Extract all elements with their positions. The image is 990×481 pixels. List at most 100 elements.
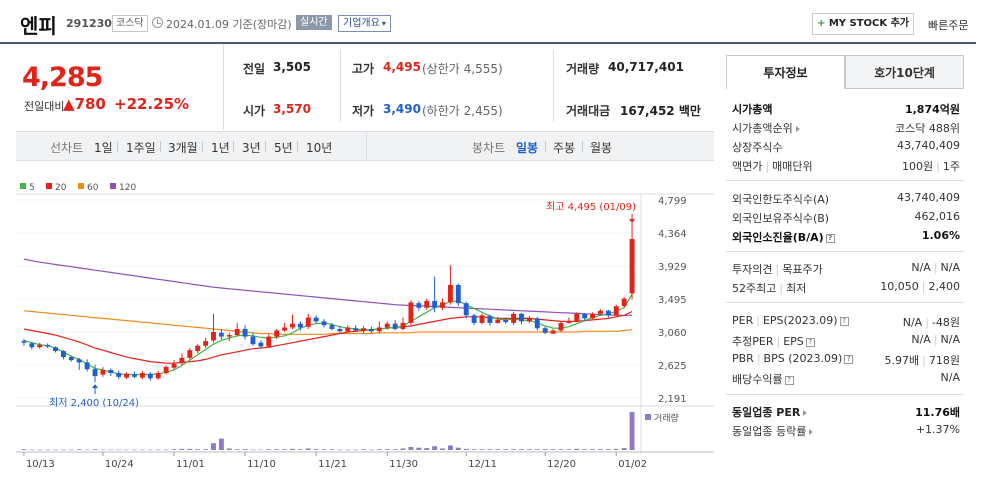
volume-bar: [455, 447, 461, 450]
candle: [155, 370, 161, 380]
candle-body: [45, 344, 51, 347]
mystock-add-label: MY STOCK 추가: [828, 18, 910, 29]
candle-body: [329, 325, 335, 329]
quick-order-link[interactable]: 빠른주문: [928, 19, 969, 32]
candle-body: [179, 357, 185, 364]
high-value: 4,495: [383, 60, 421, 74]
candle-body: [108, 369, 114, 374]
y-axis-labels: 4,799 4,364 3,929 3,495 3,060 2,625 2,191: [658, 196, 687, 405]
candle-body: [440, 302, 445, 308]
candle: [37, 342, 43, 349]
candle-body: [542, 328, 548, 333]
row-industry-rate[interactable]: 동일업종 등락률 +1.37%: [732, 423, 960, 438]
min-arrow-head: [92, 384, 99, 389]
candle: [76, 357, 82, 370]
legend-label: 60: [87, 183, 99, 193]
candle-body: [582, 313, 588, 319]
info-icon: ?: [784, 375, 794, 385]
stock-code: 291230: [66, 17, 112, 30]
candle: [582, 313, 588, 322]
stock-chart[interactable]: 5 20 60 120 거래량 4,799 4,364 3,929 3,495 3,060 2,…: [16, 162, 714, 477]
candle: [416, 300, 422, 311]
period-3y[interactable]: 3년: [242, 141, 261, 155]
volume-bar: [487, 449, 493, 450]
candle: [534, 316, 540, 331]
candle: [21, 338, 27, 346]
candle-daily[interactable]: 일봉: [516, 141, 539, 155]
change-amount: ▲780: [63, 95, 106, 113]
candle-body: [124, 373, 130, 378]
candles: [21, 223, 635, 383]
volume-bar: [566, 449, 572, 450]
volume-value: 40,717,401: [608, 60, 684, 74]
candle: [321, 319, 327, 328]
tab-hoga-10[interactable]: 호가10단계: [845, 55, 964, 89]
candle: [195, 344, 201, 354]
row-52w: 52주최고 | 최저 10,050 | 2,400: [732, 280, 960, 295]
candle: [479, 313, 485, 325]
candle: [511, 312, 517, 326]
candle-weekly[interactable]: 주봉: [553, 141, 576, 155]
volume-bar: [582, 449, 588, 450]
volume-bar: [511, 449, 517, 450]
tab-invest-info[interactable]: 투자정보: [726, 55, 845, 89]
candle-body: [424, 300, 430, 308]
candle: [234, 322, 240, 337]
stock-header: 엔피 291230 코스닥 2024.01.09 기준(장마감) 실시간 기업개…: [0, 0, 976, 44]
period-3m[interactable]: 3개월: [168, 141, 198, 155]
period-1d[interactable]: 1일: [94, 141, 113, 155]
candle-body: [258, 342, 264, 347]
line-chart-label: 선차트: [50, 141, 84, 155]
volume-bar: [440, 448, 445, 450]
volume-bar: [282, 449, 288, 450]
volume-bar: [147, 449, 153, 451]
period-10y[interactable]: 10년: [306, 141, 333, 155]
volume-bar: [542, 449, 548, 450]
period-1y[interactable]: 1년: [211, 141, 230, 155]
candle-monthly[interactable]: 월봉: [590, 141, 613, 155]
candle-body: [361, 328, 366, 331]
row-dividend: 배당수익률? N/A: [732, 371, 960, 386]
y-tick-label: 3,495: [658, 295, 687, 306]
candle-body: [234, 328, 240, 336]
company-overview-button[interactable]: 기업개요 ▾: [338, 15, 391, 32]
candle: [274, 328, 280, 339]
volume-bar: [447, 445, 453, 450]
x-tick-label: 11/10: [247, 459, 276, 470]
candle: [613, 304, 619, 317]
upper-limit: (상한가 4,555): [422, 62, 503, 76]
row-industry-per[interactable]: 동일업종 PER 11.76배: [732, 406, 960, 419]
candle-body: [455, 284, 461, 304]
candle: [368, 326, 374, 333]
triangle-right-icon: [809, 429, 814, 435]
volume-bar: [203, 449, 209, 450]
volume-bar: [471, 449, 477, 450]
candle: [503, 317, 509, 324]
info-icon: ?: [825, 233, 835, 243]
legend-swatch: [110, 183, 116, 189]
realtime-tag[interactable]: 실시간: [296, 15, 332, 30]
candle-body: [566, 321, 572, 323]
chevron-down-icon: ▾: [381, 19, 386, 28]
candle-body: [100, 369, 106, 375]
volume-bar: [234, 449, 240, 450]
candle-body: [274, 330, 280, 337]
volume-bar: [108, 449, 114, 451]
volume-bar: [84, 449, 90, 451]
candle: [45, 343, 51, 348]
volume-bar: [621, 448, 627, 450]
volume-bar: [424, 448, 430, 450]
price-box: 4,285 전일대비 ▲780 +22.25%: [16, 44, 224, 130]
volume-bar: [321, 449, 327, 450]
candle-body: [337, 328, 343, 332]
period-5y[interactable]: 5년: [274, 141, 293, 155]
candle-body: [282, 327, 288, 331]
row-market-rank[interactable]: 시가총액순위 코스닥 488위: [732, 122, 960, 135]
period-1w[interactable]: 1주일: [126, 141, 156, 155]
candle-body: [368, 328, 374, 332]
candle-body: [203, 341, 209, 346]
volume-bar: [432, 446, 438, 450]
legend-swatch: [78, 183, 84, 189]
candle-body: [558, 322, 564, 331]
mystock-add-button[interactable]: + MY STOCK 추가: [812, 13, 914, 35]
